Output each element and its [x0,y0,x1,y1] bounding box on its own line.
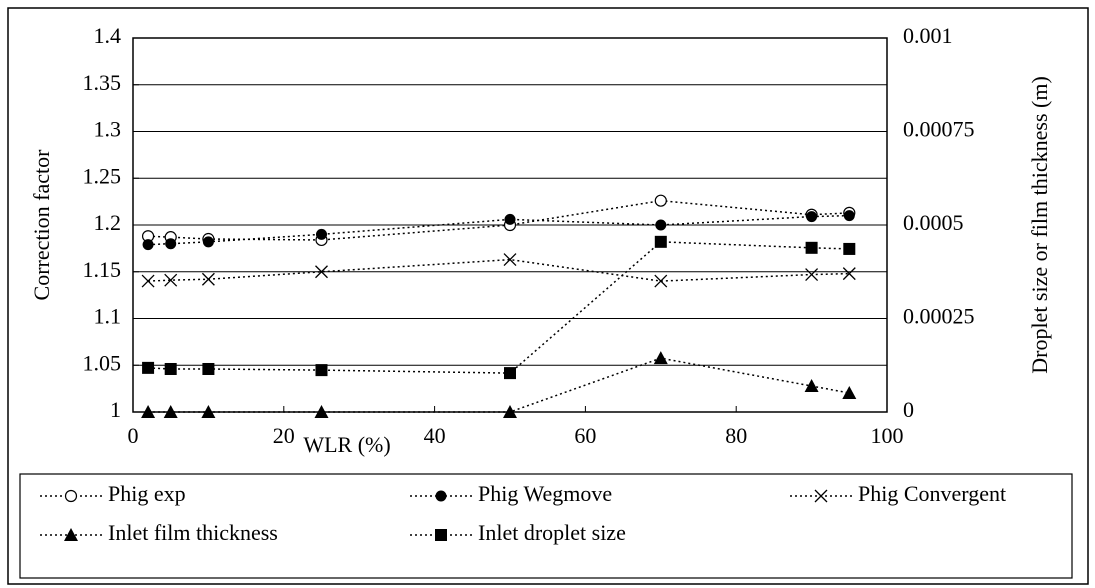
legend-marker [814,489,828,503]
data-point [314,405,329,418]
x-tick-label: 0 [128,423,139,448]
data-point [654,235,667,248]
x-tick-label: 20 [273,423,295,448]
data-point [164,362,177,375]
legend-label: Phig Convergent [858,481,1006,506]
data-point [654,274,668,288]
y2-axis-label: Droplet size or film thickness (m) [1027,76,1052,374]
data-point [503,405,517,418]
legend-label: Inlet film thickness [108,520,278,545]
data-point [653,351,668,365]
legend-marker [435,529,447,541]
y-tick-label: 1.15 [83,257,122,282]
y-axis-label: Correction factor [29,149,54,301]
data-point [163,405,178,418]
data-point [141,274,155,288]
data-point [805,241,818,254]
x-axis-label: WLR (%) [303,432,390,457]
data-point [165,238,177,250]
data-point [842,386,857,400]
data-point [843,210,855,222]
y-tick-label: 1.4 [94,23,122,48]
data-point [842,267,856,281]
data-point [202,362,215,375]
data-point [503,253,517,267]
data-point [202,236,214,248]
data-point [804,379,819,393]
data-point [843,242,856,255]
y-tick-label: 1.1 [94,304,122,329]
x-tick-label: 40 [424,423,446,448]
y-tick-label: 1.05 [83,350,122,375]
legend-label: Inlet droplet size [478,520,626,545]
data-point [201,405,216,418]
legend-label: Phig Wegmove [478,481,612,506]
y2-tick-label: 0.00075 [903,117,975,142]
data-point [141,405,156,418]
data-point [654,194,667,207]
y-tick-label: 1.35 [83,70,122,95]
series-line [148,258,850,282]
data-point [316,228,327,240]
data-point [806,211,818,223]
legend-frame [19,473,1073,579]
series-line [148,199,850,241]
y-tick-label: 1.25 [83,163,122,188]
data-point [655,219,667,231]
legend-label: Phig exp [108,481,186,506]
data-point [201,272,215,286]
legend-marker [64,528,78,541]
data-point [142,361,155,374]
data-point [504,213,516,225]
data-point [805,268,819,282]
data-point [142,239,154,251]
y-tick-label: 1.2 [94,210,122,235]
data-point [164,273,178,287]
data-point [315,265,328,279]
y2-tick-label: 0.0005 [903,210,964,235]
y2-tick-label: 0.001 [903,23,953,48]
legend-marker [64,489,78,503]
y-tick-label: 1 [110,397,121,422]
y-tick-label: 1.3 [94,117,122,142]
x-tick-label: 80 [725,423,747,448]
legend-marker [435,490,447,502]
y2-tick-label: 0.00025 [903,304,975,329]
y2-tick-label: 0 [903,397,914,422]
data-point [504,367,516,380]
data-point [315,364,328,377]
x-tick-label: 60 [574,423,596,448]
x-tick-label: 100 [871,423,904,448]
